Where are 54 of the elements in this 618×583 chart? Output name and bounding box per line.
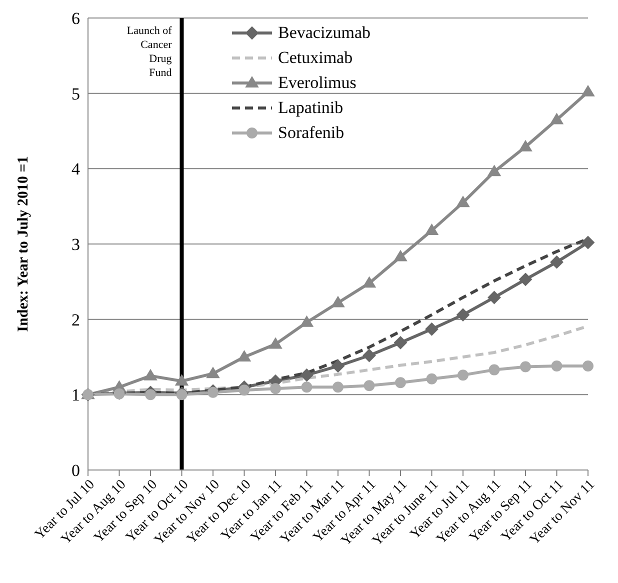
legend-label: Everolimus: [278, 73, 356, 92]
point: [395, 377, 406, 388]
point: [332, 296, 344, 308]
point: [176, 389, 188, 400]
point: [362, 348, 376, 362]
y-tick-label: 2: [72, 310, 80, 330]
point: [425, 224, 438, 235]
point: [426, 373, 438, 384]
point: [425, 322, 438, 336]
point: [145, 389, 156, 400]
point: [582, 360, 594, 372]
point: [520, 361, 531, 372]
legend-label: Cetuximab: [278, 48, 353, 68]
y-tick-label: 0: [72, 461, 80, 480]
point: [394, 250, 407, 262]
point: [362, 276, 376, 288]
point: [458, 370, 468, 381]
legend-label: Sorafenib: [278, 123, 344, 142]
point: [519, 140, 532, 152]
point: [300, 368, 314, 382]
point: [488, 364, 500, 376]
y-tick-label: 3: [72, 235, 80, 254]
point: [332, 360, 344, 373]
ref-line-label: Launch of Cancer Drug Fund: [126, 25, 172, 79]
point: [456, 196, 470, 208]
y-tick-label: 6: [72, 9, 80, 28]
point: [582, 85, 594, 96]
point: [332, 382, 344, 393]
point: [144, 369, 157, 380]
point: [300, 316, 314, 327]
point: [456, 308, 470, 322]
point: [582, 236, 594, 249]
point: [301, 382, 312, 393]
point: [488, 165, 501, 176]
y-tick-label: 5: [72, 84, 80, 104]
point: [551, 360, 562, 372]
point: [519, 272, 532, 286]
point: [394, 336, 407, 350]
y-axis-title: Index: Year to July 2010 =1: [15, 156, 32, 332]
point: [269, 338, 282, 349]
y-tick-label: 1: [72, 386, 80, 405]
point: [550, 113, 564, 124]
legend-label: Lapatinib: [278, 98, 344, 118]
point: [206, 367, 220, 378]
point: [550, 256, 564, 269]
point: [238, 350, 251, 362]
legend-label: Bevacizumab: [278, 23, 371, 42]
point: [270, 383, 281, 394]
point: [488, 290, 501, 304]
point: [175, 374, 188, 386]
y-tick-label: 4: [72, 160, 80, 179]
point: [238, 384, 250, 396]
point: [208, 386, 218, 398]
point: [364, 380, 375, 392]
